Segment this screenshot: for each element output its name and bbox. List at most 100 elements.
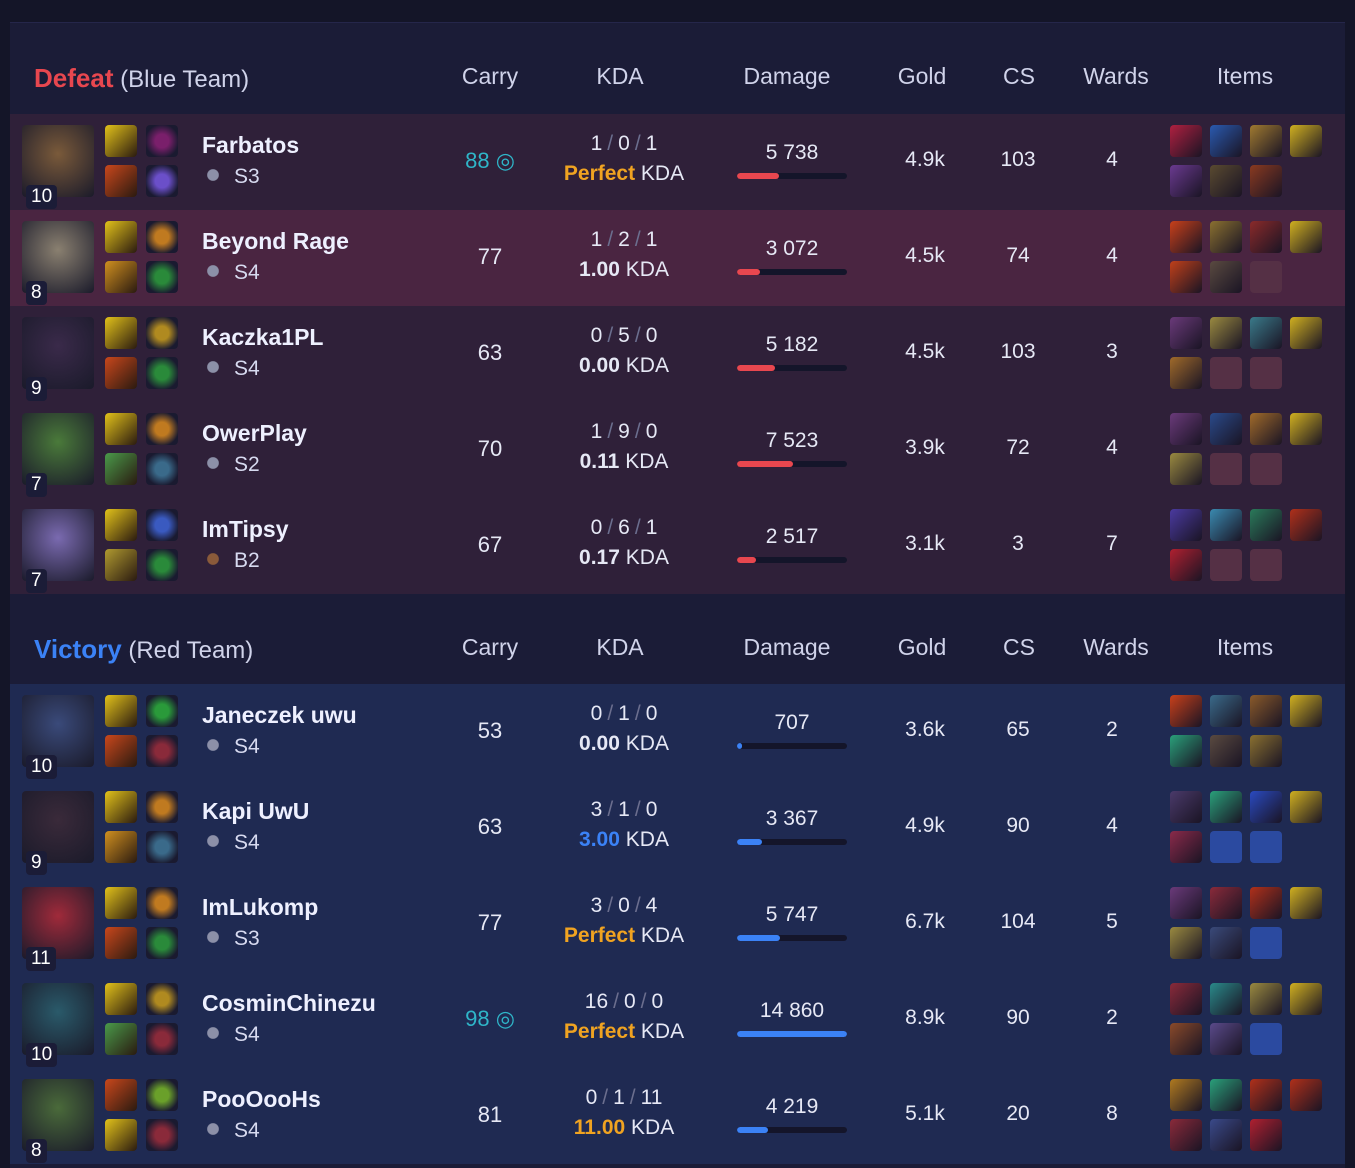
champion-portrait[interactable]: 9 bbox=[22, 317, 94, 401]
item-icon[interactable] bbox=[1210, 791, 1242, 823]
item-icon[interactable] bbox=[1250, 221, 1282, 253]
summoner-name[interactable]: Janeczek uwu bbox=[202, 702, 357, 728]
summoner-name[interactable]: Beyond Rage bbox=[202, 228, 349, 254]
champion-portrait[interactable]: 10 bbox=[22, 983, 94, 1067]
summoner-name[interactable]: ImTipsy bbox=[202, 516, 289, 542]
item-icon[interactable] bbox=[1290, 125, 1322, 157]
item-icon[interactable] bbox=[1170, 317, 1202, 349]
item-icon[interactable] bbox=[1250, 791, 1282, 823]
player-row[interactable]: 11 ImLukomp S3 77 3/0/4 Perfect KDA 5 747 6.7k 1… bbox=[10, 876, 1345, 972]
summoner-name[interactable]: Farbatos bbox=[202, 132, 300, 158]
champion-portrait[interactable]: 7 bbox=[22, 413, 94, 497]
champion-portrait[interactable]: 10 bbox=[22, 695, 94, 779]
item-icon[interactable] bbox=[1170, 831, 1202, 863]
column-header-kda[interactable]: KDA bbox=[596, 634, 644, 660]
item-icon[interactable] bbox=[1170, 927, 1202, 959]
item-icon[interactable] bbox=[1210, 221, 1242, 253]
item-icon[interactable] bbox=[1170, 791, 1202, 823]
item-icon[interactable] bbox=[1210, 165, 1242, 197]
item-icon[interactable] bbox=[1170, 357, 1202, 389]
champion-portrait[interactable]: 7 bbox=[22, 509, 94, 593]
item-icon[interactable] bbox=[1170, 695, 1202, 727]
item-icon[interactable] bbox=[1210, 1023, 1242, 1055]
champion-portrait[interactable]: 10 bbox=[22, 125, 94, 209]
item-icon[interactable] bbox=[1250, 165, 1282, 197]
item-icon[interactable] bbox=[1210, 887, 1242, 919]
summoner-name[interactable]: PooOooHs bbox=[202, 1086, 321, 1112]
item-icon[interactable] bbox=[1170, 549, 1202, 581]
item-icon[interactable] bbox=[1290, 317, 1322, 349]
column-header-kda[interactable]: KDA bbox=[596, 63, 644, 89]
player-row[interactable]: 10 Farbatos S3 88 ◎ 1/0/1 Perfect KDA 5 738 4.9… bbox=[10, 114, 1345, 210]
item-icon[interactable] bbox=[1170, 125, 1202, 157]
player-row[interactable]: 9 Kapi UwU S4 63 3/1/0 3.00 KDA 3 367 4.9k 90 4 bbox=[10, 780, 1345, 876]
item-icon[interactable] bbox=[1290, 887, 1322, 919]
item-icon[interactable] bbox=[1250, 887, 1282, 919]
item-icon[interactable] bbox=[1210, 317, 1242, 349]
summoner-name[interactable]: CosminChinezu bbox=[202, 990, 376, 1016]
item-icon[interactable] bbox=[1170, 165, 1202, 197]
item-icon[interactable] bbox=[1170, 413, 1202, 445]
player-row[interactable]: 8 Beyond Rage S4 77 1/2/1 1.00 KDA 3 072 4.5k 74… bbox=[10, 210, 1345, 306]
item-icon[interactable] bbox=[1170, 735, 1202, 767]
item-icon[interactable] bbox=[1210, 261, 1242, 293]
item-icon[interactable] bbox=[1290, 983, 1322, 1015]
item-icon[interactable] bbox=[1250, 695, 1282, 727]
summoner-name[interactable]: Kaczka1PL bbox=[202, 324, 324, 350]
summoner-name[interactable]: ImLukomp bbox=[202, 894, 319, 920]
item-icon[interactable] bbox=[1170, 983, 1202, 1015]
item-icon[interactable] bbox=[1290, 1079, 1322, 1111]
column-header-cs[interactable]: CS bbox=[1003, 634, 1035, 660]
item-icon[interactable] bbox=[1250, 317, 1282, 349]
column-header-damage[interactable]: Damage bbox=[743, 63, 831, 89]
item-icon[interactable] bbox=[1170, 509, 1202, 541]
column-header-damage[interactable]: Damage bbox=[743, 634, 831, 660]
item-icon[interactable] bbox=[1250, 413, 1282, 445]
summoner-name[interactable]: OwerPlay bbox=[202, 420, 307, 446]
item-icon[interactable] bbox=[1170, 453, 1202, 485]
item-icon[interactable] bbox=[1210, 927, 1242, 959]
item-icon[interactable] bbox=[1210, 983, 1242, 1015]
column-header-cs[interactable]: CS bbox=[1003, 63, 1035, 89]
item-icon[interactable] bbox=[1210, 1119, 1242, 1151]
champion-portrait[interactable]: 11 bbox=[22, 887, 94, 971]
champion-portrait[interactable]: 8 bbox=[22, 221, 94, 305]
player-row[interactable]: 9 Kaczka1PL S4 63 0/5/0 0.00 KDA 5 182 4.5k 103 3 bbox=[10, 306, 1345, 402]
column-header-gold[interactable]: Gold bbox=[897, 634, 947, 660]
item-icon[interactable] bbox=[1290, 509, 1322, 541]
item-icon[interactable] bbox=[1290, 695, 1322, 727]
item-icon[interactable] bbox=[1250, 1079, 1282, 1111]
column-header-items[interactable]: Items bbox=[1216, 63, 1274, 89]
item-icon[interactable] bbox=[1170, 261, 1202, 293]
column-header-gold[interactable]: Gold bbox=[897, 63, 947, 89]
item-icon[interactable] bbox=[1210, 735, 1242, 767]
column-header-items[interactable]: Items bbox=[1216, 634, 1274, 660]
column-header-wards[interactable]: Wards bbox=[1083, 634, 1149, 660]
item-icon[interactable] bbox=[1250, 509, 1282, 541]
column-header-carry[interactable]: Carry bbox=[461, 63, 519, 89]
player-row[interactable]: 7 OwerPlay S2 70 1/9/0 0.11 KDA 7 523 3.9k 72 4 bbox=[10, 402, 1345, 498]
column-header-wards[interactable]: Wards bbox=[1083, 63, 1149, 89]
item-icon[interactable] bbox=[1170, 1079, 1202, 1111]
item-icon[interactable] bbox=[1170, 221, 1202, 253]
player-row[interactable]: 7 ImTipsy B2 67 0/6/1 0.17 KDA 2 517 3.1k 3 7 bbox=[10, 498, 1345, 594]
item-icon[interactable] bbox=[1290, 791, 1322, 823]
item-icon[interactable] bbox=[1210, 413, 1242, 445]
player-row[interactable]: 10 Janeczek uwu S4 53 0/1/0 0.00 KDA 707 3.6k 65… bbox=[10, 684, 1345, 780]
item-icon[interactable] bbox=[1250, 983, 1282, 1015]
item-icon[interactable] bbox=[1210, 1079, 1242, 1111]
item-icon[interactable] bbox=[1290, 221, 1322, 253]
column-header-carry[interactable]: Carry bbox=[461, 634, 519, 660]
item-icon[interactable] bbox=[1210, 509, 1242, 541]
item-icon[interactable] bbox=[1250, 735, 1282, 767]
player-row[interactable]: 10 CosminChinezu S4 98 ◎ 16/0/0 Perfect KDA 14… bbox=[10, 972, 1345, 1068]
item-icon[interactable] bbox=[1170, 1023, 1202, 1055]
item-icon[interactable] bbox=[1250, 125, 1282, 157]
item-icon[interactable] bbox=[1290, 413, 1322, 445]
player-row[interactable]: 8 PooOooHs S4 81 0/1/11 11.00 KDA 4 219 5.1k 20 8 bbox=[10, 1068, 1345, 1164]
champion-portrait[interactable]: 9 bbox=[22, 791, 94, 875]
item-icon[interactable] bbox=[1170, 887, 1202, 919]
item-icon[interactable] bbox=[1210, 695, 1242, 727]
champion-portrait[interactable]: 8 bbox=[22, 1079, 94, 1163]
item-icon[interactable] bbox=[1250, 1119, 1282, 1151]
